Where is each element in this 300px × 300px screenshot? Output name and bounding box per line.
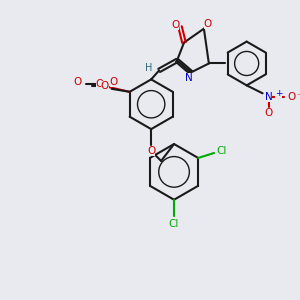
Text: Cl: Cl — [169, 219, 179, 229]
Text: O: O — [110, 77, 118, 87]
Text: O: O — [171, 20, 179, 30]
Text: O: O — [264, 108, 273, 118]
Text: ⁻: ⁻ — [296, 93, 300, 102]
Text: +: + — [275, 89, 282, 98]
Text: O: O — [287, 92, 296, 102]
Text: O: O — [101, 81, 109, 91]
Text: O: O — [96, 79, 104, 89]
Text: H: H — [146, 63, 153, 74]
Text: N: N — [265, 92, 272, 102]
Text: N: N — [185, 74, 193, 83]
Text: O: O — [147, 146, 155, 156]
Text: O: O — [204, 19, 212, 29]
Text: Cl: Cl — [217, 146, 227, 156]
Text: O: O — [74, 77, 82, 87]
